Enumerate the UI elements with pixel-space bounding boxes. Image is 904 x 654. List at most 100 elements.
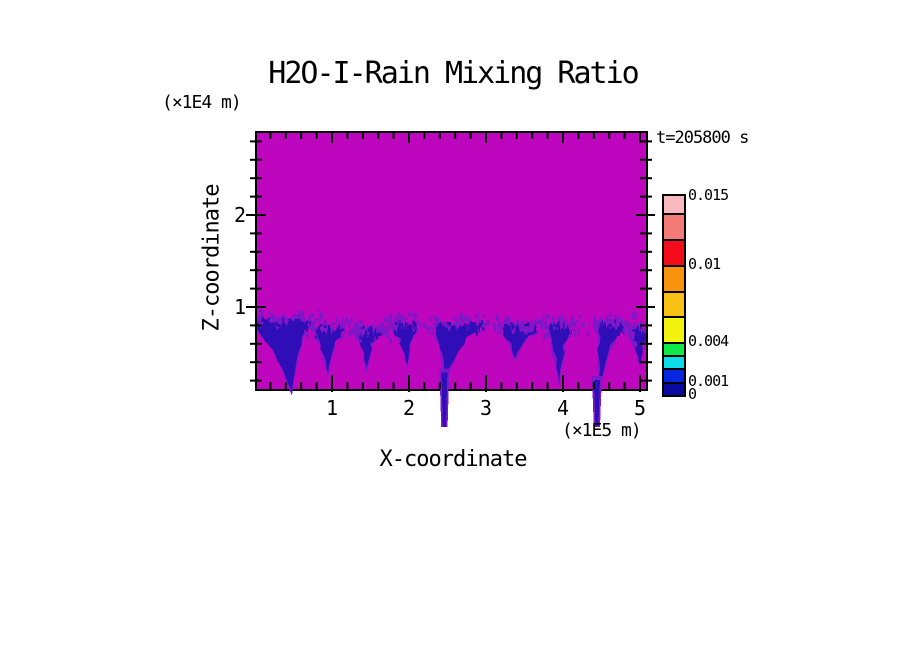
rain-cell-speckle [525, 328, 529, 334]
rain-cell-speckle [622, 328, 625, 332]
rain-cell-speckle [630, 323, 632, 327]
rain-cell-speckle [318, 336, 321, 340]
rain-cell-speckle [344, 321, 347, 324]
rain-cell-speckle [361, 327, 363, 330]
rain-cell-speckle [433, 315, 437, 320]
rain-cell-speckle [359, 326, 361, 331]
rain-cell-speckle [408, 326, 410, 332]
colorbar-segment [664, 213, 684, 239]
rain-cell-speckle [473, 321, 477, 327]
rain-cell-speckle [307, 336, 310, 340]
rain-cell-speckle [355, 322, 358, 327]
rain-cell-speckle [373, 336, 376, 343]
rain-cell-speckle [614, 331, 617, 336]
rain-cell-speckle [530, 320, 533, 326]
rain-cell-speckle [408, 312, 410, 316]
x-tick-label: 5 [633, 396, 647, 420]
rain-cell-speckle [388, 327, 391, 331]
rain-cell-speckle [637, 324, 641, 327]
rain-cell-speckle [540, 323, 543, 329]
rain-cell-speckle [454, 327, 457, 330]
rain-cell-speckle [542, 315, 545, 318]
z-axis-unit-label: (×1E4 m) [162, 92, 242, 113]
colorbar-segment [664, 291, 684, 316]
rain-cell-speckle [611, 330, 614, 333]
rain-cell-speckle [460, 325, 462, 328]
rain-cell-speckle [279, 320, 283, 323]
rain-cell-speckle [373, 318, 376, 322]
rain-cell-speckle [481, 323, 485, 328]
rain-cell-speckle [410, 324, 412, 329]
rain-cell-speckle [399, 320, 401, 324]
rain-cell-speckle [374, 324, 377, 330]
rain-cell-speckle [491, 324, 494, 327]
rain-cell-speckle [639, 336, 642, 340]
rain-cell-speckle [543, 334, 547, 340]
rain-cell-speckle [545, 331, 548, 337]
rain-cell-core [597, 321, 625, 385]
rain-cell-speckle [610, 330, 613, 333]
rain-cell-speckle [368, 337, 371, 341]
rain-cell-speckle [389, 324, 392, 328]
rain-cell-speckle [432, 327, 435, 330]
rain-cell-speckle [574, 322, 577, 328]
rain-cell-speckle [502, 327, 505, 332]
rain-cell-speckle [520, 323, 523, 329]
rain-cell-speckle [455, 321, 458, 327]
rain-cell-speckle [309, 321, 312, 327]
rain-cell-speckle [461, 318, 465, 324]
rain-cell-speckle [504, 315, 508, 319]
colorbar-segment [664, 342, 684, 355]
rain-cell-speckle [377, 333, 381, 336]
rain-cell-speckle [437, 329, 440, 335]
rain-cell-speckle [409, 324, 411, 328]
rain-cell-speckle [634, 321, 637, 327]
rain-cell-speckle [640, 328, 644, 332]
rain-cell-speckle [330, 335, 334, 340]
z-axis-title: Z-coordinate [199, 184, 225, 332]
rain-cell-speckle [571, 315, 575, 320]
rain-cell-speckle [380, 326, 383, 330]
rain-cell-speckle [344, 316, 349, 323]
rain-cell-speckle [275, 321, 279, 327]
rain-cell-speckle [375, 333, 378, 336]
rain-cell-speckle [324, 334, 328, 339]
colorbar-segment [664, 355, 684, 368]
rain-cell-speckle [631, 312, 635, 316]
rain-cell-speckle [564, 330, 567, 335]
rain-cell-speckle [623, 328, 627, 335]
rain-cell-speckle [260, 313, 264, 318]
rain-cell-speckle [385, 327, 389, 333]
rain-cell-speckle [546, 316, 549, 320]
rain-cell-speckle [525, 325, 529, 330]
rain-cell-speckle [350, 318, 353, 321]
rain-cell-speckle [258, 309, 262, 313]
rain-cell-speckle [379, 332, 382, 336]
rain-cell-speckle [524, 324, 527, 327]
rain-cell-speckle [567, 332, 569, 338]
rain-cell-speckle [302, 310, 305, 316]
rain-cell-speckle [641, 338, 643, 344]
rain-cell-speckle [509, 332, 512, 336]
rain-cell-speckle [587, 323, 590, 327]
rain-cell-speckle [625, 324, 627, 331]
rain-cell-speckle [608, 324, 612, 327]
rain-cell-speckle [550, 327, 553, 332]
rain-cell-speckle [400, 315, 404, 320]
rain-cell-speckle [582, 322, 585, 328]
rain-cell-speckle [551, 330, 555, 333]
rain-cell-speckle [427, 330, 430, 334]
rain-cell-speckle [389, 337, 392, 344]
rain-cell-speckle [447, 321, 450, 325]
rain-cell-speckle [368, 328, 371, 333]
rain-cell-speckle [556, 324, 559, 328]
rain-cell-speckle [632, 329, 636, 332]
rain-cell-speckle [546, 332, 550, 338]
colorbar-segment [664, 368, 684, 382]
fall-streak-core [441, 372, 448, 427]
rain-cell-speckle [641, 337, 644, 341]
x-tick-label: 1 [325, 396, 339, 420]
rain-cell-speckle [387, 320, 390, 324]
rain-cell-speckle [481, 320, 484, 325]
x-tick-label: 3 [479, 396, 493, 420]
